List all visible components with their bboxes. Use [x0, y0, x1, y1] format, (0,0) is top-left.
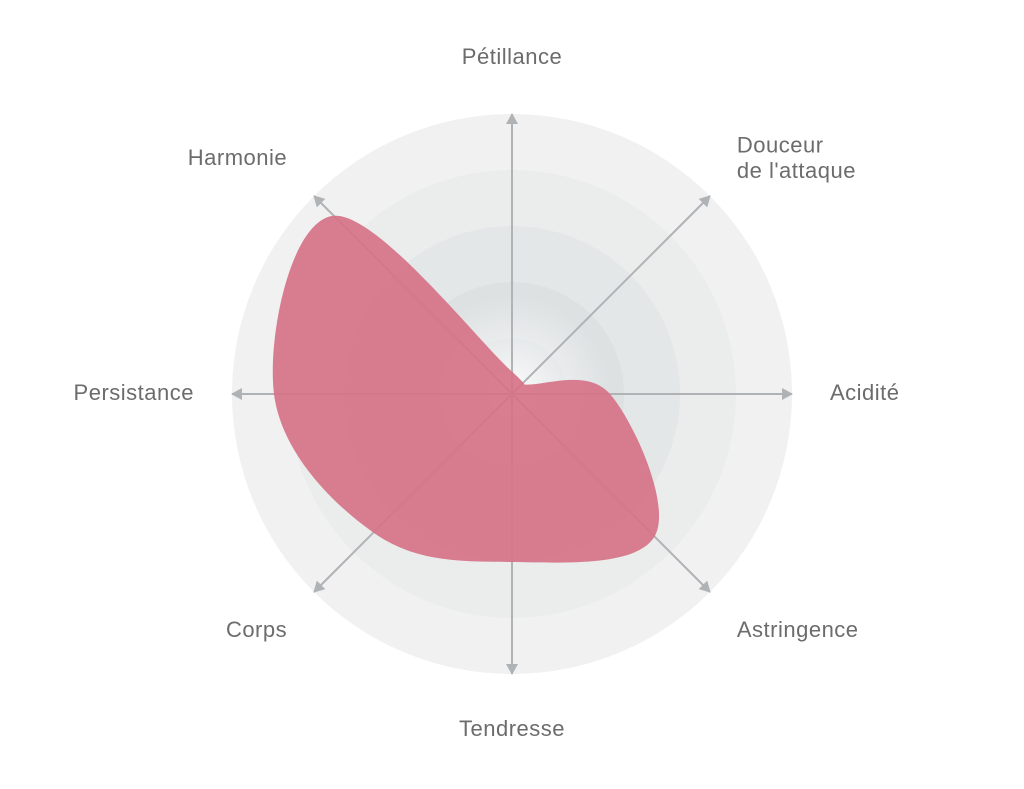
axis-label: Astringence [737, 617, 859, 642]
axis-label: Pétillance [462, 44, 562, 69]
axis-label: Acidité [830, 380, 900, 405]
axis-label: Tendresse [459, 716, 565, 741]
axis-label: Harmonie [188, 145, 287, 170]
radar-svg: Pétillance Douceurde l'attaque Acidité Astr… [0, 0, 1024, 789]
radar-chart: Pétillance Douceurde l'attaque Acidité Astr… [0, 0, 1024, 789]
axis-label: Corps [226, 617, 287, 642]
axis-label: Persistance [74, 380, 194, 405]
axis-label: Douceurde l'attaque [737, 132, 856, 182]
